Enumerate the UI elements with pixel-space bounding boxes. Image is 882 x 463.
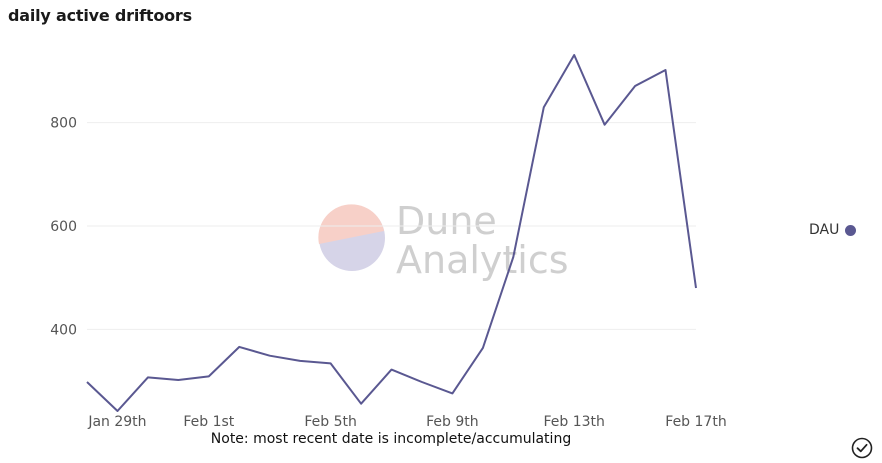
data-point[interactable] — [328, 360, 334, 366]
x-tick-label: Feb 17th — [665, 414, 726, 430]
series-dau — [84, 52, 699, 414]
watermark: Dune Analytics — [318, 199, 569, 282]
data-point[interactable] — [571, 52, 577, 58]
watermark-logo-top — [318, 204, 384, 244]
data-point[interactable] — [236, 344, 242, 350]
y-tick-label: 400 — [50, 322, 77, 338]
legend[interactable]: DAU — [809, 222, 857, 238]
data-point[interactable] — [114, 408, 120, 414]
data-point[interactable] — [267, 353, 273, 359]
data-point[interactable] — [419, 379, 425, 385]
data-point[interactable] — [480, 345, 486, 351]
x-tick-label: Feb 1st — [183, 414, 234, 430]
watermark-line2: Analytics — [396, 238, 569, 282]
data-point[interactable] — [541, 104, 547, 110]
data-point[interactable] — [693, 285, 699, 291]
chart-note: Note: most recent date is incomplete/acc… — [210, 431, 572, 447]
x-axis-ticks: Jan 29th Feb 1st Feb 5th Feb 9th Feb 13th Feb… — [87, 414, 726, 430]
y-tick-label: 800 — [50, 116, 77, 132]
data-point[interactable] — [145, 374, 151, 380]
data-point[interactable] — [663, 67, 669, 73]
check-circle-icon[interactable] — [851, 437, 873, 459]
data-point[interactable] — [449, 390, 455, 396]
series-line-dau — [86, 54, 697, 412]
data-point[interactable] — [84, 379, 90, 385]
legend-dot — [845, 224, 857, 236]
watermark-line1: Dune — [396, 199, 497, 243]
data-point[interactable] — [175, 377, 181, 383]
data-point[interactable] — [602, 122, 608, 128]
data-point[interactable] — [632, 83, 638, 89]
x-tick-label: Jan 29th — [87, 414, 146, 430]
chart-title: daily active driftoors — [8, 6, 192, 25]
data-point[interactable] — [206, 373, 212, 379]
grid-lines — [87, 122, 696, 330]
y-tick-label: 600 — [50, 219, 77, 235]
data-point[interactable] — [389, 367, 395, 373]
legend-label: DAU — [809, 222, 840, 238]
data-point[interactable] — [358, 401, 364, 407]
data-point[interactable] — [297, 358, 303, 364]
x-tick-label: Feb 9th — [426, 414, 479, 430]
data-point[interactable] — [510, 254, 516, 260]
y-axis-ticks: 400 600 800 — [50, 116, 77, 339]
x-tick-label: Feb 13th — [543, 414, 604, 430]
x-tick-label: Feb 5th — [304, 414, 357, 430]
